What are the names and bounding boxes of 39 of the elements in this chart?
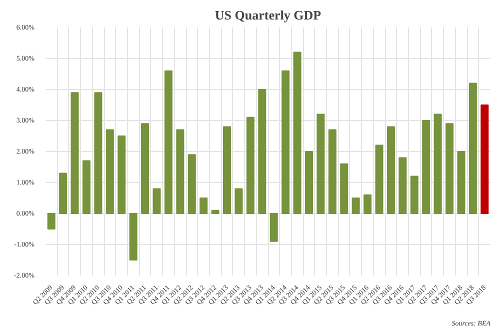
bar	[293, 52, 302, 214]
bar	[258, 89, 266, 214]
bar	[223, 126, 232, 214]
bar	[234, 188, 243, 214]
bar	[457, 151, 466, 214]
bar	[59, 172, 68, 214]
bar	[434, 114, 442, 214]
bar	[94, 92, 102, 214]
chart-title: US Quarterly GDP	[214, 8, 322, 22]
bar	[410, 176, 418, 214]
bar	[70, 92, 79, 214]
bar	[211, 210, 220, 214]
bar	[398, 157, 407, 214]
bar	[141, 123, 150, 214]
bar	[188, 154, 196, 214]
bar	[352, 198, 360, 214]
bar	[270, 213, 278, 242]
bar	[422, 120, 430, 214]
bar	[106, 129, 114, 214]
bar	[386, 126, 395, 214]
bar	[129, 213, 138, 260]
bar	[468, 82, 477, 214]
bar	[200, 198, 208, 214]
bar	[47, 213, 56, 230]
bar	[82, 160, 90, 214]
bar	[282, 70, 290, 214]
bar	[176, 129, 184, 214]
bar	[316, 114, 325, 214]
bar	[446, 123, 454, 214]
bar	[304, 151, 313, 214]
bar	[375, 144, 384, 214]
bar	[164, 70, 172, 214]
bar	[480, 104, 489, 214]
bar	[328, 129, 336, 214]
bar	[340, 163, 348, 214]
bar	[246, 116, 254, 214]
bar	[364, 194, 372, 214]
bar	[118, 136, 126, 214]
bar	[152, 188, 161, 214]
